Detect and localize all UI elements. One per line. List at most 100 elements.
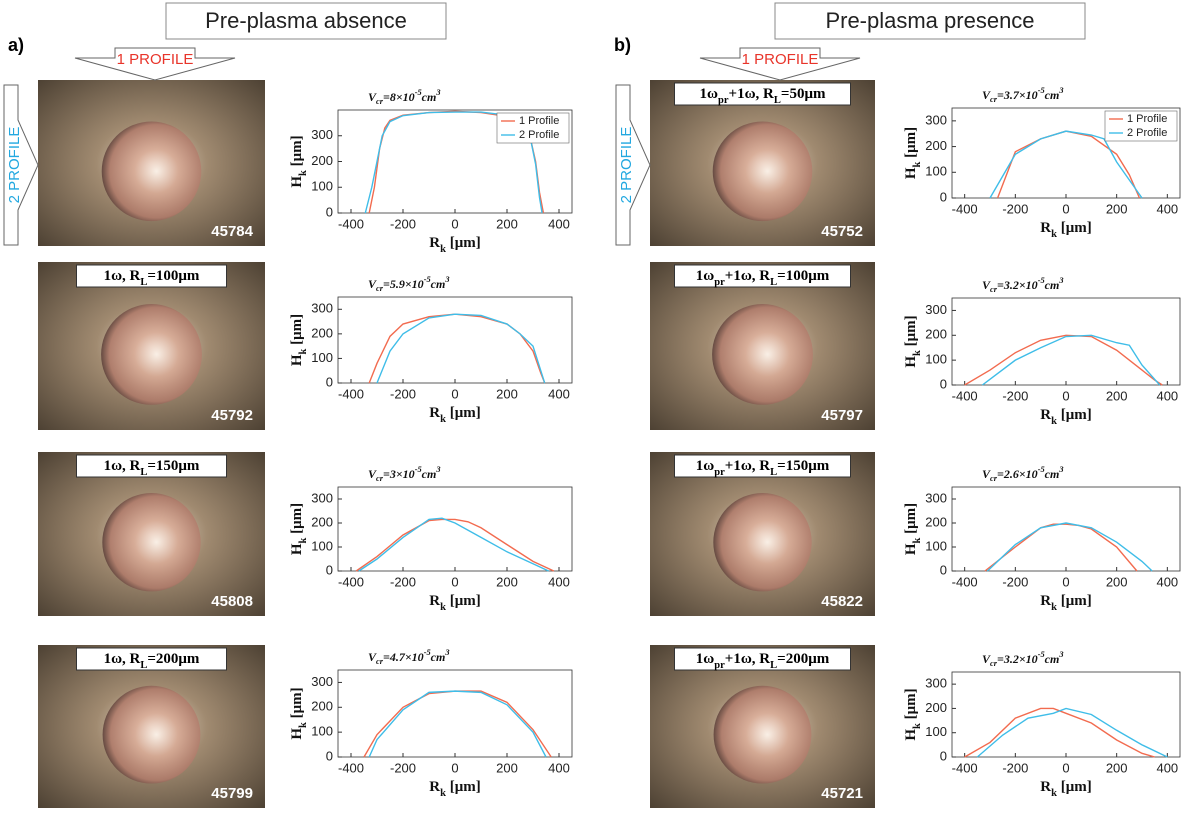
text-part: [μm] xyxy=(903,315,919,350)
y-axis-label: Hk [μm] xyxy=(903,127,922,179)
text-part: [μm] xyxy=(289,503,305,538)
y-tick-label: 300 xyxy=(311,674,333,689)
text-part: k xyxy=(912,161,923,167)
text-part: [μm] xyxy=(903,503,919,538)
text-part: =150μm xyxy=(147,458,200,474)
x-axis-label: Rk [μm] xyxy=(1040,220,1091,239)
text-part: H xyxy=(289,176,305,188)
x-tick-label: 0 xyxy=(1062,574,1069,589)
photo-id: 45822 xyxy=(821,593,863,610)
text-part: =150μm xyxy=(777,458,830,474)
legend-label: 1 Profile xyxy=(519,115,559,127)
y-tick-label: 300 xyxy=(925,676,947,691)
text-part: V xyxy=(982,467,991,481)
x-axis-label: Rk [μm] xyxy=(1040,407,1091,426)
text-part: -5 xyxy=(1038,276,1045,285)
text-part: [μm] xyxy=(903,688,919,723)
text-part: 3 xyxy=(1058,465,1063,474)
x-tick-label: 400 xyxy=(548,386,570,401)
x-tick-label: 0 xyxy=(1062,760,1069,775)
text-part: H xyxy=(903,543,919,555)
legend-label: 2 Profile xyxy=(519,129,559,141)
text-part: pr xyxy=(718,95,729,106)
text-part: k xyxy=(1051,602,1057,613)
y-tick-label: 300 xyxy=(311,490,333,505)
chart-title: Vcr=8×10-5cm3 xyxy=(368,88,441,106)
text-part: k xyxy=(1051,416,1057,427)
y-tick-label: 100 xyxy=(311,179,333,194)
x-tick-label: -400 xyxy=(952,574,978,589)
text-part: 3 xyxy=(444,648,449,657)
y-axis-label: Hk [μm] xyxy=(289,503,308,555)
x-tick-label: 200 xyxy=(496,760,518,775)
text-part: cm xyxy=(1045,467,1060,481)
panel-label: b) xyxy=(614,35,631,55)
y-tick-label: 0 xyxy=(326,204,333,219)
header-box xyxy=(165,2,447,40)
label-box xyxy=(674,264,851,288)
text-part: cr xyxy=(376,97,384,106)
photo-id: 45792 xyxy=(211,407,253,424)
text-part: H xyxy=(289,354,305,366)
x-tick-label: -400 xyxy=(952,760,978,775)
text-part: -5 xyxy=(1038,465,1045,474)
y-tick-label: 200 xyxy=(311,325,333,340)
x-tick-label: 400 xyxy=(548,216,570,231)
line xyxy=(986,522,1153,572)
text-part: V xyxy=(368,277,377,291)
text-part: =100μm xyxy=(147,268,200,284)
x-tick-label: -200 xyxy=(1002,760,1028,775)
text-part: -5 xyxy=(1038,650,1045,659)
y-tick-label: 100 xyxy=(311,724,333,739)
x-tick-label: 0 xyxy=(451,216,458,231)
header-box xyxy=(774,2,1086,40)
text-part: [μm] xyxy=(289,135,305,170)
text-part: cr xyxy=(990,474,998,483)
line xyxy=(355,518,555,572)
x-tick-label: -400 xyxy=(338,216,364,231)
text-part: H xyxy=(903,356,919,368)
y-tick-label: 100 xyxy=(925,724,947,739)
text-part: 3 xyxy=(1058,276,1063,285)
text-part: k xyxy=(912,723,923,729)
x-tick-label: 200 xyxy=(496,216,518,231)
text-part: L xyxy=(770,660,777,671)
text-part: H xyxy=(289,543,305,555)
text-part: L xyxy=(770,467,777,478)
x-tick-label: 200 xyxy=(496,386,518,401)
y-tick-label: 300 xyxy=(925,112,947,127)
text-part: H xyxy=(903,729,919,741)
x-tick-label: -400 xyxy=(952,388,978,403)
text-part: 1ω xyxy=(696,458,715,474)
plot-frame xyxy=(337,486,573,572)
arrow-label: 1 PROFILE xyxy=(742,51,819,68)
y-tick-label: 100 xyxy=(925,538,947,553)
text-part: =8×10 xyxy=(383,90,415,104)
header: Pre-plasma presence xyxy=(825,8,1034,33)
text-part: [μm] xyxy=(1057,220,1092,236)
x-tick-label: 0 xyxy=(451,386,458,401)
x-tick-label: -200 xyxy=(1002,388,1028,403)
y-tick-label: 0 xyxy=(940,376,947,391)
text-part: +1ω, R xyxy=(725,458,771,474)
y-tick-label: 300 xyxy=(311,127,333,142)
text-part: R xyxy=(1040,407,1051,423)
text-part: pr xyxy=(714,660,725,671)
line xyxy=(984,523,1138,572)
chart-title: Vcr=3×10-5cm3 xyxy=(368,465,441,483)
x-tick-label: 0 xyxy=(451,574,458,589)
label-box xyxy=(76,264,227,288)
text-part: cm xyxy=(1045,88,1060,102)
legend-label: 1 Profile xyxy=(1127,113,1167,125)
arrow-label: 1 PROFILE xyxy=(117,51,194,68)
text-part: cm xyxy=(422,90,437,104)
text-part: k xyxy=(440,602,446,613)
x-tick-label: 0 xyxy=(451,760,458,775)
text-part: 1ω, R xyxy=(104,651,141,667)
crater xyxy=(101,121,202,222)
label-box xyxy=(674,82,851,106)
text-part: -5 xyxy=(415,88,422,97)
photo-label: 1ωpr+1ω, RL=50μm xyxy=(700,86,826,105)
x-tick-label: -200 xyxy=(1002,574,1028,589)
text-part: 3 xyxy=(444,275,449,284)
